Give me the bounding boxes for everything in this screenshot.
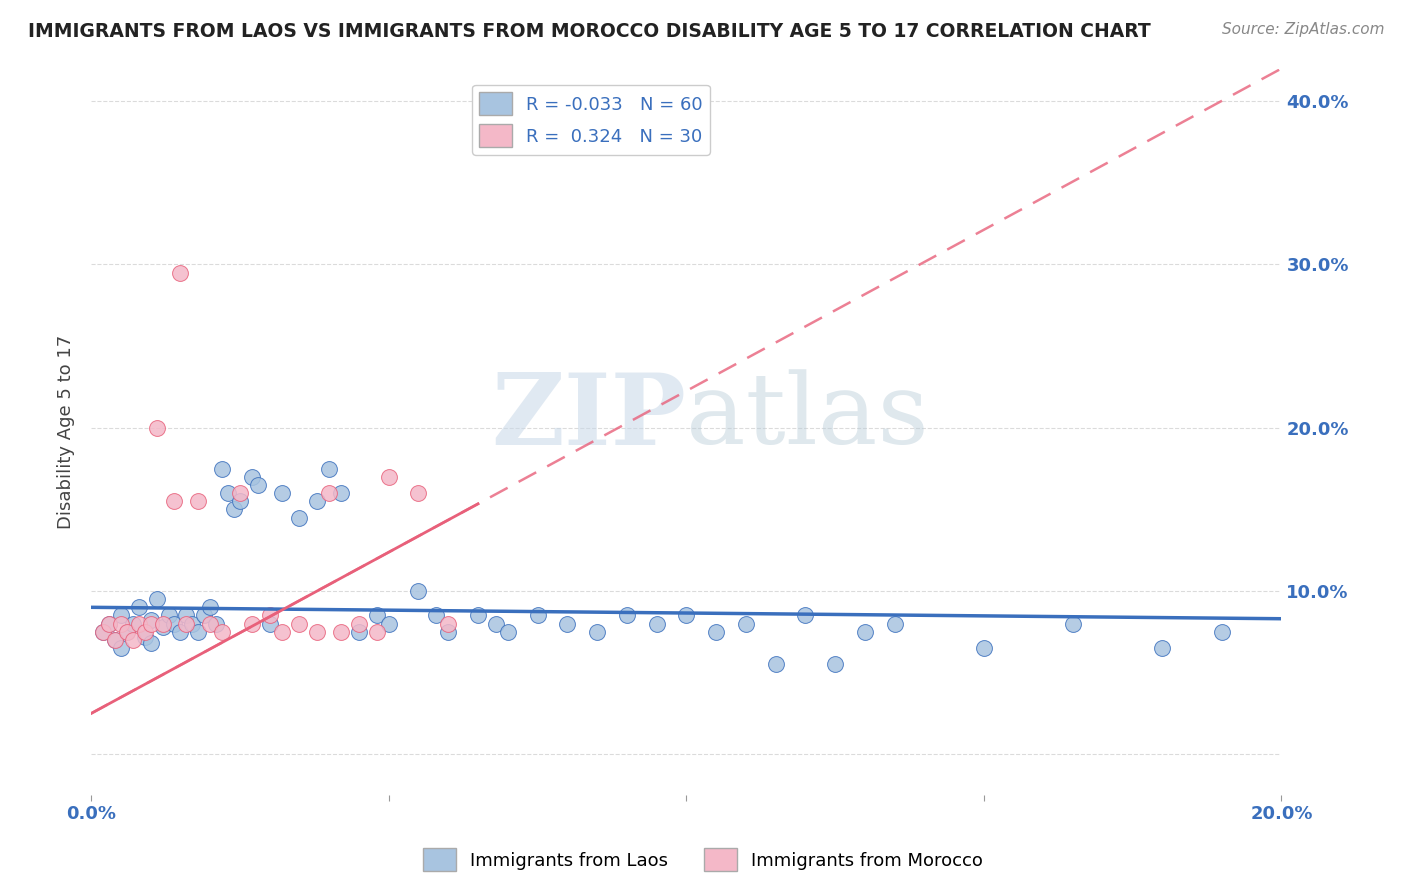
Point [270,486,292,500]
Point [408,486,430,500]
Point [734,616,756,631]
Point [246,478,269,492]
Point [765,657,787,672]
Point [330,486,353,500]
Point [229,486,252,500]
Point [307,624,329,639]
Point [270,624,292,639]
Point [377,616,399,631]
Point [163,616,186,631]
Point [134,630,156,644]
Legend: Immigrants from Laos, Immigrants from Morocco: Immigrants from Laos, Immigrants from Mo… [416,841,990,879]
Point [485,616,508,631]
Point [616,608,638,623]
Point [437,624,460,639]
Point [139,636,162,650]
Point [217,486,239,500]
Point [347,616,370,631]
Point [157,608,180,623]
Point [211,461,233,475]
Point [128,600,150,615]
Point [794,608,817,623]
Point [110,641,132,656]
Text: ZIP: ZIP [492,368,686,466]
Point [98,616,121,631]
Point [259,608,281,623]
Point [91,624,114,639]
Point [181,616,204,631]
Point [128,616,150,631]
Point [91,624,114,639]
Point [318,461,340,475]
Point [377,469,399,483]
Point [110,616,132,631]
Point [330,624,353,639]
Point [853,624,876,639]
Point [883,616,905,631]
Point [1211,624,1233,639]
Point [824,657,846,672]
Point [366,624,388,639]
Point [318,486,340,500]
Point [408,584,430,599]
Point [198,616,221,631]
Point [98,616,121,631]
Point [145,592,167,607]
Point [437,616,460,631]
Point [704,624,727,639]
Point [152,616,174,631]
Point [307,494,329,508]
Point [193,608,215,623]
Point [645,616,668,631]
Point [176,616,198,631]
Point [347,624,370,639]
Point [176,608,198,623]
Point [145,420,167,434]
Point [555,616,578,631]
Point [240,469,263,483]
Point [152,620,174,634]
Point [675,608,697,623]
Point [104,632,127,647]
Point [104,632,127,647]
Point [425,608,447,623]
Point [115,624,138,639]
Text: atlas: atlas [686,369,929,465]
Point [139,613,162,627]
Point [467,608,489,623]
Point [139,616,162,631]
Point [169,266,191,280]
Point [163,494,186,508]
Point [288,510,311,524]
Text: Source: ZipAtlas.com: Source: ZipAtlas.com [1222,22,1385,37]
Y-axis label: Disability Age 5 to 17: Disability Age 5 to 17 [58,334,75,529]
Point [110,608,132,623]
Point [973,641,995,656]
Point [121,632,143,647]
Point [187,624,209,639]
Point [121,616,143,631]
Point [222,502,245,516]
Point [366,608,388,623]
Point [187,494,209,508]
Point [115,624,138,639]
Point [240,616,263,631]
Legend: R = -0.033   N = 60, R =  0.324   N = 30: R = -0.033 N = 60, R = 0.324 N = 30 [472,85,710,154]
Point [1062,616,1084,631]
Point [198,600,221,615]
Point [211,624,233,639]
Point [229,494,252,508]
Point [1152,641,1174,656]
Point [526,608,548,623]
Point [586,624,609,639]
Point [288,616,311,631]
Point [134,624,156,639]
Point [169,624,191,639]
Point [496,624,519,639]
Text: IMMIGRANTS FROM LAOS VS IMMIGRANTS FROM MOROCCO DISABILITY AGE 5 TO 17 CORRELATI: IMMIGRANTS FROM LAOS VS IMMIGRANTS FROM … [28,22,1152,41]
Point [205,616,228,631]
Point [259,616,281,631]
